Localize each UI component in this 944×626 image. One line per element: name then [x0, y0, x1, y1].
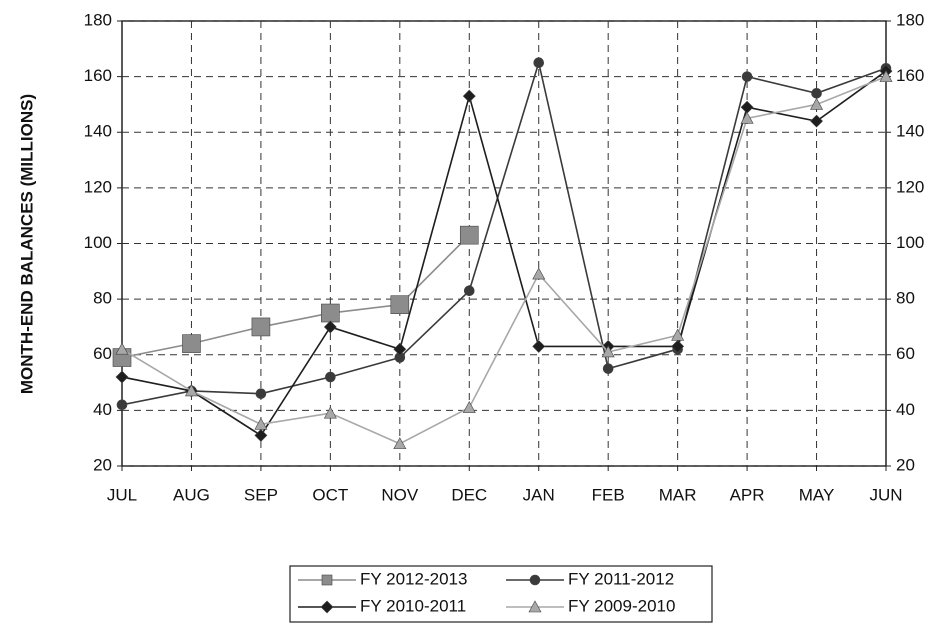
- y-tick-label: 20: [93, 455, 112, 474]
- marker: [810, 97, 824, 110]
- marker: [390, 295, 410, 314]
- series-line: [121, 234, 470, 359]
- y2-tick-label: 60: [896, 344, 915, 363]
- marker: [532, 339, 546, 353]
- x-tick-label: APR: [730, 485, 765, 504]
- legend-box: [289, 565, 713, 623]
- x-tick-label: SEP: [244, 485, 278, 504]
- marker: [602, 363, 614, 374]
- marker: [879, 69, 893, 82]
- x-tick-label: MAY: [799, 485, 835, 504]
- y-tick-label: 160: [84, 66, 112, 85]
- marker: [325, 371, 336, 383]
- marker: [320, 600, 334, 614]
- marker: [254, 417, 268, 430]
- x-tick-label: MAR: [659, 485, 697, 504]
- marker: [463, 285, 475, 297]
- marker: [671, 328, 685, 341]
- x-tick-label: JAN: [523, 485, 555, 504]
- marker: [601, 345, 615, 358]
- marker: [254, 428, 268, 442]
- marker: [459, 225, 479, 245]
- marker: [182, 334, 201, 353]
- y-tick-label: 100: [84, 233, 112, 252]
- x-tick-label: AUG: [173, 485, 210, 504]
- y-tick-label: 180: [84, 10, 112, 29]
- x-tick-label: JUL: [107, 485, 137, 504]
- y2-tick-label: 180: [896, 10, 924, 29]
- legend-label: FY 2010-2011: [360, 596, 466, 615]
- y2-tick-label: 80: [896, 289, 915, 308]
- y2-tick-label: 160: [896, 66, 924, 85]
- x-tick-label: DEC: [451, 485, 487, 504]
- x-tick-label: JUN: [869, 485, 902, 504]
- legend-label: FY 2009-2010: [568, 596, 675, 615]
- marker: [323, 320, 337, 334]
- marker: [251, 317, 271, 337]
- x-tick-label: OCT: [312, 485, 348, 504]
- marker: [811, 88, 822, 99]
- marker: [671, 339, 685, 353]
- x-tick-label: NOV: [381, 485, 419, 504]
- marker: [393, 437, 407, 450]
- marker: [532, 267, 546, 280]
- y2-tick-label: 100: [896, 233, 924, 252]
- marker: [393, 342, 407, 356]
- y-tick-label: 140: [84, 122, 112, 141]
- marker: [115, 370, 129, 384]
- marker: [533, 57, 545, 69]
- y-tick-label: 40: [93, 400, 112, 419]
- marker: [115, 342, 129, 355]
- marker: [810, 114, 823, 128]
- series-line: [121, 59, 887, 406]
- marker: [462, 400, 476, 413]
- y2-tick-label: 40: [896, 400, 915, 419]
- marker: [462, 89, 476, 103]
- y-tick-label: 60: [93, 344, 112, 363]
- marker: [255, 388, 267, 399]
- y-tick-label: 120: [84, 177, 112, 196]
- y-tick-label: 80: [93, 289, 112, 308]
- series-line: [121, 75, 887, 445]
- marker: [528, 600, 542, 613]
- marker: [323, 406, 337, 419]
- legend-label: FY 2011-2012: [568, 569, 674, 588]
- x-tick-label: FEB: [592, 485, 625, 504]
- y2-tick-label: 20: [896, 455, 915, 474]
- marker: [321, 574, 333, 586]
- marker: [116, 399, 128, 411]
- marker: [321, 303, 340, 323]
- marker: [740, 100, 754, 114]
- marker: [741, 71, 753, 82]
- marker: [184, 384, 198, 397]
- y2-tick-label: 120: [896, 177, 924, 196]
- y-axis-label: MONTH-END BALANCES (MILLIONS): [17, 94, 36, 394]
- y2-tick-label: 140: [896, 122, 924, 141]
- marker: [529, 574, 541, 586]
- legend-label: FY 2012-2013: [360, 569, 467, 588]
- marker: [740, 111, 754, 124]
- series-line: [121, 70, 887, 437]
